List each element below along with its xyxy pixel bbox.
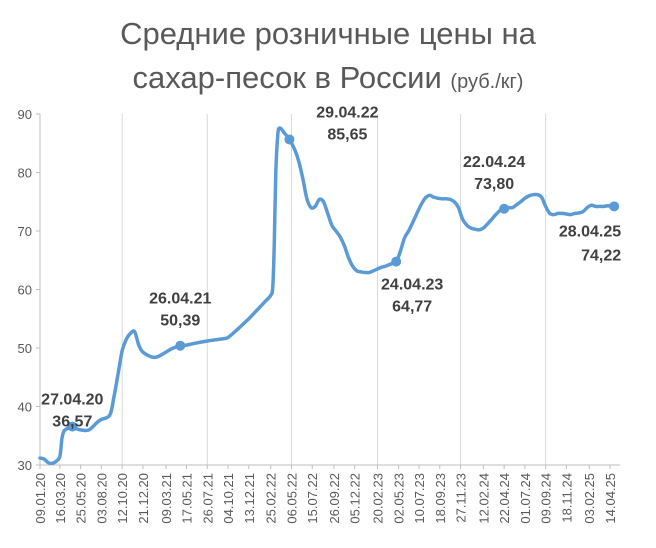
y-tick-label: 90 [18,107,32,122]
series-layer [38,126,616,466]
x-tick-label: 03.08.20 [94,473,109,524]
annotation-value: 74,22 [581,247,621,264]
x-tick-label: 04.10.21 [221,473,236,524]
x-tick-label: 17.05.21 [180,473,195,524]
x-tick-label: 20.02.23 [370,473,385,524]
x-tick-label: 21.12.20 [136,473,151,524]
x-tick-label: 12.10.20 [115,473,130,524]
chart-title: Средние розничные цены на сахар-песок в … [0,12,656,104]
x-tick-label: 25.05.20 [74,473,89,524]
data-marker [67,421,78,432]
chart-title-line1: Средние розничные цены на [120,16,536,51]
y-tick-label: 40 [18,400,32,415]
annotation-date: 29.04.22 [316,104,378,121]
x-tick-label: 05.12.22 [348,473,363,524]
annotation-value: 64,77 [392,299,432,316]
x-tick-label: 27.11.23 [454,473,469,523]
x-tick-label: 06.05.22 [284,473,299,524]
x-tick-label: 10.07.23 [412,473,427,524]
x-tick-label: 25.02.22 [264,473,279,524]
x-tick-label: 01.07.24 [518,473,533,524]
x-tick-label: 16.03.20 [53,473,68,524]
x-tick-label: 18.09.23 [433,473,448,524]
marker-layer [67,134,620,432]
x-tick-label: 12.02.24 [476,473,491,524]
annotation-date: 28.04.25 [559,223,621,240]
x-tick-label: 02.05.23 [392,473,407,524]
annotation-date: 26.04.21 [149,291,211,308]
x-tick-label: 13.12.21 [242,473,257,524]
x-tick-label: 09.03.21 [159,473,174,524]
x-tick-label: 26.07.21 [200,473,215,524]
data-marker [609,201,620,212]
y-tick-label: 60 [18,283,32,298]
annotation-value: 73,80 [474,176,514,193]
x-tick-label: 26.09.22 [327,473,342,524]
annotation-date: 27.04.20 [41,392,103,409]
x-tick-label: 09.09.24 [539,473,554,524]
annotation-value: 50,39 [160,313,200,330]
x-tick-label: 03.02.25 [582,473,597,524]
chart-title-line2: сахар-песок в России (руб./кг) [0,56,656,104]
y-tick-label: 30 [18,458,32,473]
x-tick-label: 18.11.24 [559,473,574,523]
data-marker [284,134,295,145]
annotation-date: 22.04.24 [463,154,525,171]
grid-layer [121,114,547,465]
y-tick-label: 70 [18,224,32,239]
x-tick-label: 09.01.20 [33,473,48,524]
x-tick-label: 15.07.22 [305,473,320,524]
axis-layer: 30 40 50 60 70 80 90 09.01.20 16.03.20 25.05.20 03… [18,107,621,524]
x-tick-label: 14.04.25 [603,473,618,524]
annotation-value: 85,65 [327,126,367,143]
data-marker [175,340,186,351]
x-tick-label: 22.04.24 [497,473,512,524]
annotation-value: 36,57 [52,414,92,431]
y-tick-label: 50 [18,341,32,356]
annotation-layer: 27.04.20 36,57 26.04.21 50,39 29.04.22 85,65 2… [41,104,621,430]
data-marker [391,256,402,267]
chart-units: (руб./кг) [450,71,524,93]
y-tick-label: 80 [18,166,32,181]
price-series-line [38,126,616,466]
annotation-date: 24.04.23 [381,277,443,294]
data-marker [499,203,510,214]
chart-title-line2-text: сахар-песок в России [132,60,442,95]
